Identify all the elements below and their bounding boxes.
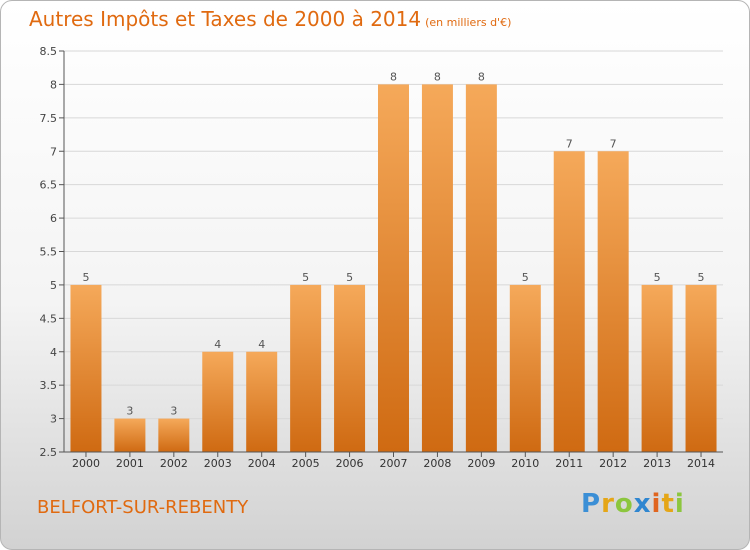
y-tick-label: 4 xyxy=(50,346,57,359)
x-tick-label: 2010 xyxy=(511,457,539,470)
data-label: 7 xyxy=(610,137,617,150)
y-tick-label: 2.5 xyxy=(40,446,58,459)
data-label: 4 xyxy=(258,338,265,351)
data-label: 5 xyxy=(698,271,705,284)
x-tick-label: 2005 xyxy=(292,457,320,470)
data-label: 3 xyxy=(126,405,133,418)
data-label: 5 xyxy=(654,271,661,284)
logo-letter: i xyxy=(674,489,685,519)
logo-letter: x xyxy=(633,489,652,519)
data-label: 5 xyxy=(302,271,309,284)
bar-2002 xyxy=(158,418,190,452)
x-tick-label: 2007 xyxy=(380,457,408,470)
data-label: 4 xyxy=(214,338,221,351)
y-tick-label: 8.5 xyxy=(40,45,58,58)
y-tick-label: 6.5 xyxy=(40,179,58,192)
y-tick-label: 5 xyxy=(50,279,57,292)
data-label: 8 xyxy=(390,70,397,83)
y-tick-labels: 2.5 3 3.5 4 4.5 5 5.5 6 6.5 7 7.5 8 8.5 xyxy=(40,45,58,459)
x-tick-label: 2011 xyxy=(555,457,583,470)
logo-letter: i xyxy=(651,489,662,519)
proxiti-logo[interactable]: Proxiti xyxy=(581,489,685,519)
bar-2012 xyxy=(597,151,629,452)
bar-2014 xyxy=(685,284,717,452)
chart-subtitle: (en milliers d'€) xyxy=(425,16,512,29)
bar-2013 xyxy=(641,284,673,452)
data-labels: 5 3 3 4 4 5 5 8 8 8 5 7 7 5 5 xyxy=(82,70,704,417)
bars xyxy=(70,84,717,453)
x-tick-label: 2004 xyxy=(248,457,276,470)
y-tick-label: 4.5 xyxy=(40,312,58,325)
logo-letter: r xyxy=(601,489,615,519)
bar-2009 xyxy=(465,84,497,453)
x-tick-label: 2000 xyxy=(72,457,100,470)
y-tick-label: 8 xyxy=(50,78,57,91)
x-tick-label: 2002 xyxy=(160,457,188,470)
y-tick-label: 5.5 xyxy=(40,246,58,259)
x-tick-label: 2008 xyxy=(423,457,451,470)
axes xyxy=(59,50,723,457)
bar-2001 xyxy=(114,418,146,452)
logo-letter: P xyxy=(581,489,602,519)
bar-2005 xyxy=(290,284,322,452)
x-tick-label: 2001 xyxy=(116,457,144,470)
x-tick-labels: 2000 2001 2002 2003 2004 2005 2006 2007 2008 2009… xyxy=(72,457,715,470)
bar-2007 xyxy=(378,84,409,453)
chart-title: Autres Impôts et Taxes de 2000 à 2014 (en… xyxy=(29,7,511,31)
logo-letter: t xyxy=(661,489,675,519)
data-label: 8 xyxy=(434,70,441,83)
bar-2000 xyxy=(70,284,102,452)
x-tick-label: 2009 xyxy=(467,457,495,470)
bar-2011 xyxy=(553,151,585,452)
bar-2008 xyxy=(421,84,453,453)
data-label: 3 xyxy=(170,405,177,418)
y-tick-label: 3 xyxy=(50,413,57,426)
x-tick-label: 2014 xyxy=(687,457,715,470)
data-label: 5 xyxy=(522,271,529,284)
data-label: 8 xyxy=(478,70,485,83)
chart-title-text: Autres Impôts et Taxes de 2000 à 2014 xyxy=(29,7,422,31)
data-label: 5 xyxy=(82,271,89,284)
logo-letter: o xyxy=(614,489,634,519)
x-tick-label: 2012 xyxy=(599,457,627,470)
commune-name: BELFORT-SUR-REBENTY xyxy=(37,497,249,518)
x-tick-label: 2003 xyxy=(204,457,232,470)
x-tick-label: 2013 xyxy=(643,457,671,470)
y-tick-label: 3.5 xyxy=(40,379,58,392)
x-tick-label: 2006 xyxy=(336,457,364,470)
bar-2003 xyxy=(202,351,234,452)
bar-2006 xyxy=(334,284,366,452)
bar-2010 xyxy=(509,284,541,452)
data-label: 5 xyxy=(346,271,353,284)
data-label: 7 xyxy=(566,137,573,150)
y-tick-label: 7 xyxy=(50,145,57,158)
y-tick-label: 7.5 xyxy=(40,112,58,125)
y-tick-label: 6 xyxy=(50,212,57,225)
bar-2004 xyxy=(246,351,278,452)
